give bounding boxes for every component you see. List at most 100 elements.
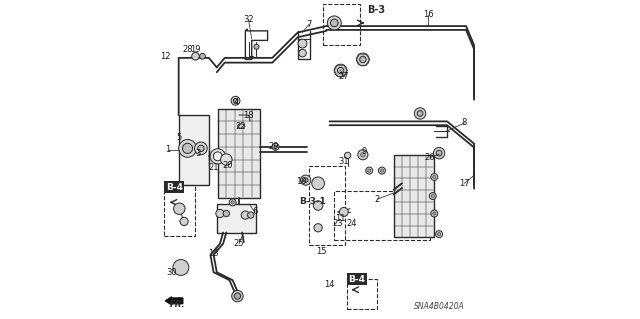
Text: 6: 6 bbox=[252, 207, 257, 216]
Circle shape bbox=[303, 178, 308, 182]
Text: FR.: FR. bbox=[170, 300, 186, 309]
Circle shape bbox=[339, 207, 348, 216]
Circle shape bbox=[234, 99, 237, 103]
Circle shape bbox=[298, 39, 307, 48]
Text: B-3: B-3 bbox=[367, 5, 385, 15]
Text: 4: 4 bbox=[233, 98, 239, 107]
Text: 30: 30 bbox=[166, 268, 177, 277]
Text: B-4: B-4 bbox=[349, 275, 365, 284]
Text: 24: 24 bbox=[346, 219, 357, 227]
Circle shape bbox=[361, 152, 365, 157]
Bar bbox=[347, 278, 377, 309]
Text: 9: 9 bbox=[362, 147, 367, 156]
Circle shape bbox=[198, 145, 204, 152]
Text: 29: 29 bbox=[269, 142, 279, 151]
Text: 12: 12 bbox=[160, 52, 171, 61]
Bar bbox=[164, 185, 195, 236]
Circle shape bbox=[360, 56, 366, 63]
Text: 5: 5 bbox=[177, 133, 182, 142]
Text: 3: 3 bbox=[195, 149, 200, 158]
Text: 1: 1 bbox=[166, 145, 171, 154]
Circle shape bbox=[221, 154, 232, 165]
Circle shape bbox=[334, 64, 347, 77]
Bar bbox=[323, 4, 360, 45]
Circle shape bbox=[180, 217, 188, 226]
Text: 22: 22 bbox=[236, 122, 246, 131]
Circle shape bbox=[182, 143, 193, 153]
Text: B-3-1: B-3-1 bbox=[300, 197, 326, 206]
Text: B-4: B-4 bbox=[166, 183, 182, 192]
Bar bbox=[309, 166, 346, 245]
Circle shape bbox=[312, 177, 324, 190]
Circle shape bbox=[380, 169, 383, 172]
Circle shape bbox=[274, 145, 277, 148]
Circle shape bbox=[210, 149, 225, 164]
Circle shape bbox=[327, 16, 341, 30]
Circle shape bbox=[433, 147, 445, 159]
Circle shape bbox=[429, 193, 436, 199]
Text: 16: 16 bbox=[422, 11, 433, 19]
Text: 26: 26 bbox=[424, 153, 435, 162]
Text: 23: 23 bbox=[332, 219, 343, 227]
Text: 32: 32 bbox=[243, 15, 254, 24]
Text: 28: 28 bbox=[182, 45, 193, 55]
Circle shape bbox=[433, 212, 436, 215]
Circle shape bbox=[358, 150, 368, 160]
Circle shape bbox=[417, 111, 423, 116]
Circle shape bbox=[365, 167, 372, 174]
Circle shape bbox=[254, 44, 259, 49]
Circle shape bbox=[232, 290, 243, 302]
Text: 18: 18 bbox=[243, 111, 254, 120]
Circle shape bbox=[414, 108, 426, 119]
Text: 13: 13 bbox=[208, 249, 219, 258]
Text: 10: 10 bbox=[296, 177, 306, 186]
Text: 8: 8 bbox=[462, 118, 467, 128]
Circle shape bbox=[314, 201, 323, 210]
Circle shape bbox=[438, 233, 441, 236]
Circle shape bbox=[231, 201, 234, 204]
Circle shape bbox=[301, 175, 311, 185]
Circle shape bbox=[173, 260, 189, 275]
Text: 21: 21 bbox=[209, 163, 219, 172]
Circle shape bbox=[436, 150, 442, 156]
Circle shape bbox=[200, 53, 205, 59]
Text: 31: 31 bbox=[339, 157, 349, 166]
Circle shape bbox=[179, 139, 196, 157]
Circle shape bbox=[314, 224, 322, 232]
Circle shape bbox=[433, 175, 436, 179]
Text: 2: 2 bbox=[374, 195, 380, 204]
Circle shape bbox=[344, 152, 351, 159]
Circle shape bbox=[337, 67, 344, 74]
Ellipse shape bbox=[237, 124, 244, 128]
Circle shape bbox=[248, 212, 254, 218]
Text: 27: 27 bbox=[339, 72, 349, 81]
Circle shape bbox=[330, 19, 338, 27]
Text: 19: 19 bbox=[190, 45, 200, 55]
Circle shape bbox=[229, 199, 236, 206]
Circle shape bbox=[272, 143, 279, 150]
Text: 14: 14 bbox=[324, 280, 335, 289]
Circle shape bbox=[436, 231, 443, 238]
Text: SNA4B0420A: SNA4B0420A bbox=[413, 302, 465, 311]
Circle shape bbox=[299, 49, 307, 57]
Circle shape bbox=[195, 142, 207, 155]
Circle shape bbox=[241, 211, 250, 219]
Bar bbox=[394, 155, 433, 237]
Bar bbox=[217, 204, 257, 233]
Bar bbox=[179, 115, 209, 185]
FancyArrow shape bbox=[165, 297, 183, 305]
Circle shape bbox=[378, 167, 385, 174]
Circle shape bbox=[234, 293, 241, 299]
Circle shape bbox=[216, 209, 224, 218]
Circle shape bbox=[431, 210, 438, 217]
Text: 17: 17 bbox=[460, 179, 470, 188]
Circle shape bbox=[231, 96, 240, 105]
Circle shape bbox=[173, 203, 185, 214]
Circle shape bbox=[356, 53, 369, 66]
Text: 15: 15 bbox=[316, 247, 327, 256]
Circle shape bbox=[431, 174, 438, 181]
Text: 20: 20 bbox=[223, 161, 233, 170]
Circle shape bbox=[213, 152, 222, 161]
Circle shape bbox=[367, 169, 371, 172]
Circle shape bbox=[223, 210, 230, 217]
